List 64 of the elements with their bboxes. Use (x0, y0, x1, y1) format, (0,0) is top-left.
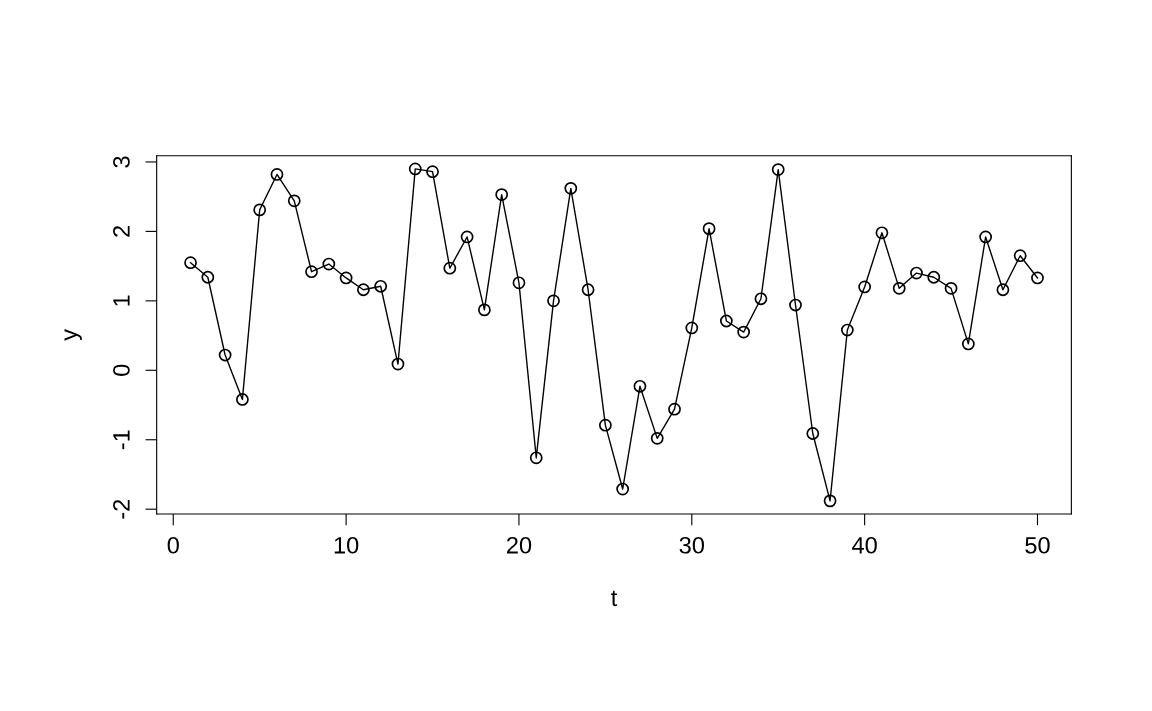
point (201, 270, 215, 284)
y-tick-label: -1 (113, 430, 130, 450)
point (495, 188, 509, 201)
point (823, 494, 837, 508)
point (633, 379, 647, 393)
y-axis-title: y (64, 329, 82, 341)
point (477, 303, 491, 317)
point (408, 162, 422, 176)
point (996, 283, 1010, 297)
point (1013, 249, 1027, 263)
point (771, 163, 785, 176)
x-tick-label: 50 (1025, 536, 1050, 554)
point (253, 203, 267, 217)
point (322, 257, 336, 271)
point (719, 314, 733, 328)
x-tick-label: 20 (507, 536, 532, 554)
point (564, 181, 578, 195)
y-tick-label: 3 (113, 156, 130, 168)
point (702, 222, 716, 236)
point (1031, 271, 1044, 285)
x-tick-label: 0 (167, 536, 179, 554)
y-tick-label: 0 (113, 364, 130, 376)
point (426, 165, 439, 179)
point (685, 321, 699, 335)
point (339, 271, 353, 285)
point (443, 261, 457, 275)
point (892, 281, 906, 295)
point (547, 294, 560, 308)
point (305, 265, 318, 279)
x-tick-label: 10 (334, 536, 359, 554)
point (391, 357, 405, 371)
y-tick-label: 2 (113, 226, 130, 237)
point (754, 292, 768, 306)
x-axis-title: t (611, 590, 618, 607)
point (581, 283, 595, 297)
point (374, 279, 388, 293)
point (668, 402, 681, 416)
point (616, 482, 630, 496)
point (529, 451, 543, 465)
point (927, 270, 941, 284)
point (858, 280, 872, 294)
point (650, 431, 664, 445)
point (287, 194, 301, 208)
point (806, 427, 820, 440)
point (875, 226, 889, 240)
point (460, 230, 474, 244)
y-tick-label: 1 (113, 295, 130, 306)
point (737, 325, 751, 339)
point (789, 298, 802, 312)
point (979, 230, 993, 244)
point (184, 256, 197, 270)
point (910, 266, 923, 280)
point (598, 418, 612, 432)
point (840, 323, 854, 337)
point (961, 337, 975, 351)
x-tick-label: 40 (852, 536, 877, 554)
point (270, 168, 284, 181)
x-tick-label: 30 (679, 536, 704, 554)
point (357, 283, 370, 297)
y-tick-label: -2 (113, 499, 130, 519)
point (236, 393, 249, 406)
point (218, 348, 232, 362)
point (512, 276, 526, 290)
point (944, 281, 958, 295)
